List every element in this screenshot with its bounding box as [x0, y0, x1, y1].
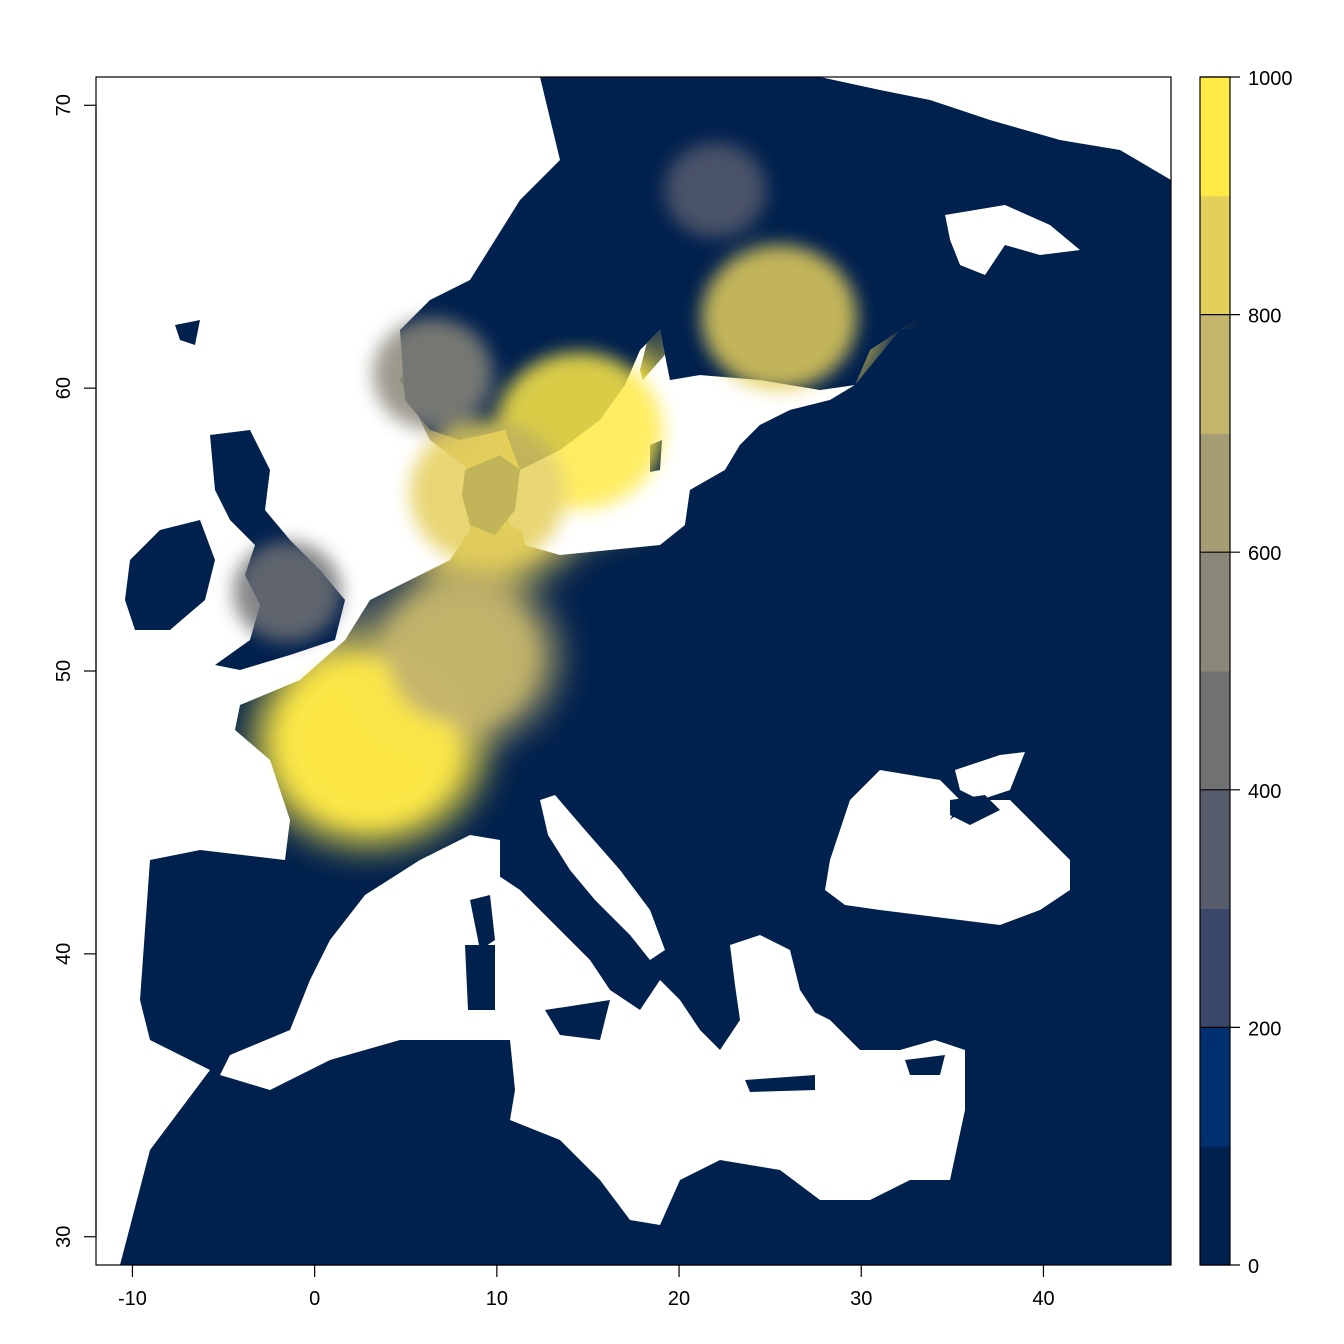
legend-swatch-6 — [1200, 433, 1230, 553]
legend-swatch-9 — [1200, 77, 1230, 197]
hotspot-layer-top — [233, 142, 858, 823]
legend-tick-label: 800 — [1248, 306, 1281, 328]
legend-swatch-7 — [1200, 314, 1230, 434]
y-tick-label: 40 — [53, 943, 75, 965]
legend-tick-label: 1000 — [1248, 68, 1293, 90]
x-tick-label: 10 — [486, 1288, 508, 1310]
hotspot-core-3 — [409, 420, 566, 566]
legend-swatch-5 — [1200, 552, 1230, 672]
sea-of-azov — [955, 752, 1025, 800]
y-tick-label: 50 — [53, 660, 75, 682]
legend-swatch-1 — [1200, 1027, 1230, 1147]
sicily — [545, 1000, 610, 1040]
y-axis: 30 40 50 60 70 — [53, 94, 97, 1248]
atlantic-ocean — [96, 77, 560, 1265]
hotspot-core-5 — [373, 318, 494, 430]
x-tick-label: 0 — [309, 1288, 320, 1310]
legend-swatch-3 — [1200, 789, 1230, 910]
adriatic-sea — [540, 795, 665, 960]
arctic-ocean — [540, 77, 1171, 180]
x-tick-label: 20 — [668, 1288, 690, 1310]
y-tick-label: 60 — [53, 377, 75, 399]
tyrrhenian-sea — [490, 870, 610, 1000]
map-area — [96, 77, 1171, 1265]
y-tick-label: 70 — [53, 94, 75, 116]
corsica — [470, 895, 495, 950]
y-tick-label: 30 — [53, 1226, 75, 1248]
baltic-states-land — [685, 300, 1171, 560]
legend-swatch-8 — [1200, 195, 1230, 316]
legend-tick-label: 200 — [1248, 1018, 1281, 1040]
white-sea — [945, 205, 1080, 275]
cyprus — [905, 1055, 945, 1075]
legend-tick-label: 0 — [1248, 1256, 1259, 1278]
crete — [745, 1075, 815, 1092]
hotspot-core-7 — [664, 142, 767, 238]
black-sea — [825, 770, 1070, 925]
legend-tick-label: 600 — [1248, 543, 1281, 565]
x-tick-label: -10 — [118, 1288, 147, 1310]
legend-swatch-4 — [1200, 671, 1230, 791]
sardinia — [465, 945, 495, 1010]
color-legend: 0 200 400 600 800 1000 — [1199, 68, 1293, 1278]
iceland-fragment — [175, 320, 200, 345]
hotspot-core-2 — [701, 244, 858, 391]
crimea — [950, 795, 1000, 825]
hotspot-core-6 — [233, 541, 342, 643]
legend-tick-label: 400 — [1248, 781, 1281, 803]
legend-swatch-0 — [1200, 1146, 1230, 1266]
hotspot-core-4 — [388, 589, 533, 725]
x-tick-label: 30 — [850, 1288, 872, 1310]
ireland — [125, 520, 215, 630]
x-axis: -10 0 10 20 30 40 — [118, 1264, 1055, 1310]
aegean-sea — [730, 935, 820, 1050]
legend-swatch-2 — [1200, 908, 1230, 1028]
x-tick-label: 40 — [1032, 1288, 1054, 1310]
